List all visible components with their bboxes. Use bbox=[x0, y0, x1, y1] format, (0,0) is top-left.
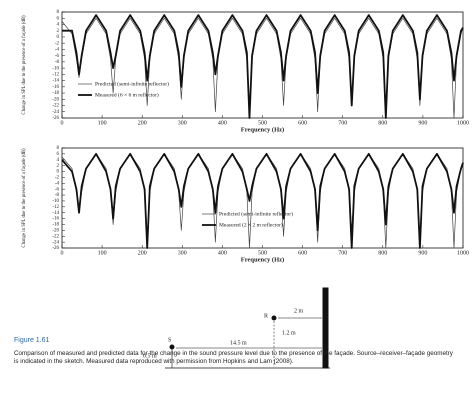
y-tick-label: 2 bbox=[57, 164, 60, 169]
y-tick-label: -16 bbox=[52, 217, 59, 222]
x-axis-label: Frequency (Hz) bbox=[241, 126, 284, 133]
y-tick-label: 2 bbox=[57, 29, 60, 34]
x-tick-label: 1000 bbox=[457, 120, 469, 126]
x-tick-label: 1000 bbox=[457, 250, 469, 256]
x-tick-label: 400 bbox=[218, 250, 227, 256]
data-line bbox=[61, 153, 464, 249]
x-tick-label: 900 bbox=[418, 120, 427, 126]
y-tick-label: -14 bbox=[52, 211, 59, 216]
y-axis-label: Change in SPL due to the presence of a f… bbox=[22, 15, 27, 115]
x-tick-label: 300 bbox=[178, 120, 187, 126]
x-tick-label: 100 bbox=[98, 120, 107, 126]
data-line bbox=[62, 14, 464, 119]
x-tick-label: 100 bbox=[98, 250, 107, 256]
x-axis-label: Frequency (Hz) bbox=[241, 256, 284, 263]
receiver-marker bbox=[271, 315, 277, 321]
y-tick-label: -24 bbox=[52, 240, 59, 245]
y-tick-label: -2 bbox=[55, 176, 60, 181]
dimension-label: 1.2 m bbox=[282, 330, 296, 336]
x-tick-label: 500 bbox=[258, 120, 267, 126]
dimension-label: 0.5 m bbox=[143, 353, 157, 359]
x-tick-label: 700 bbox=[338, 250, 347, 256]
y-tick-label: 6 bbox=[57, 16, 60, 21]
y-tick-label: -18 bbox=[52, 91, 59, 96]
x-tick-label: 600 bbox=[298, 250, 307, 256]
y-tick-label: -4 bbox=[55, 48, 60, 53]
y-tick-label: -8 bbox=[55, 193, 60, 198]
data-line bbox=[61, 152, 464, 249]
y-tick-label: 4 bbox=[57, 158, 60, 163]
y-tick-label: -10 bbox=[52, 199, 59, 204]
y-tick-label: -26 bbox=[52, 246, 59, 251]
legend-label: Measured (6 × 6 m reflector) bbox=[95, 91, 159, 98]
source-marker bbox=[169, 344, 175, 350]
y-tick-label: -2 bbox=[55, 41, 60, 46]
y-tick-label: -26 bbox=[52, 116, 59, 121]
y-tick-label: -24 bbox=[52, 110, 59, 115]
wall bbox=[322, 287, 329, 369]
sketch bbox=[165, 287, 330, 369]
x-tick-label: 600 bbox=[298, 120, 307, 126]
dimension-label: 2 m bbox=[294, 308, 304, 314]
y-tick-label: -12 bbox=[52, 205, 59, 210]
receiver-label: R bbox=[264, 313, 268, 319]
legend-label: Measured (2 × 2 m reflector) bbox=[219, 221, 283, 228]
y-tick-label: -20 bbox=[52, 228, 59, 233]
y-tick-label: -6 bbox=[55, 54, 60, 59]
x-tick-label: 0 bbox=[61, 120, 64, 126]
x-tick-label: 300 bbox=[178, 250, 187, 256]
y-tick-label: -12 bbox=[52, 72, 59, 77]
y-tick-label: -6 bbox=[55, 187, 60, 192]
data-line bbox=[61, 17, 464, 119]
y-tick-label: 8 bbox=[57, 10, 60, 15]
x-tick-label: 200 bbox=[138, 250, 147, 256]
x-tick-label: 700 bbox=[338, 120, 347, 126]
legend-label: Predicted (semi-infinite reflector) bbox=[95, 80, 169, 87]
plot-frame bbox=[61, 147, 464, 249]
y-tick-label: 0 bbox=[57, 170, 60, 175]
x-tick-label: 800 bbox=[378, 120, 387, 126]
y-tick-label: -14 bbox=[52, 79, 59, 84]
y-tick-label: 4 bbox=[57, 23, 60, 28]
y-tick-label: -16 bbox=[52, 85, 59, 90]
y-tick-label: 8 bbox=[57, 146, 60, 151]
y-tick-label: 0 bbox=[57, 35, 60, 40]
x-tick-label: 200 bbox=[138, 120, 147, 126]
figure-label: Figure 1.61 bbox=[14, 337, 50, 344]
y-tick-label: -4 bbox=[55, 181, 60, 186]
source-label: S bbox=[168, 337, 171, 343]
x-tick-label: 800 bbox=[378, 250, 387, 256]
y-tick-label: -10 bbox=[52, 66, 59, 71]
y-tick-label: -20 bbox=[52, 97, 59, 102]
x-tick-label: 400 bbox=[218, 120, 227, 126]
y-tick-label: -22 bbox=[52, 104, 59, 109]
figure-caption: Comparison of measured and predicted dat… bbox=[14, 350, 453, 365]
y-tick-label: -18 bbox=[52, 223, 59, 228]
y-axis-label: Change in SPL due to the presence of a f… bbox=[22, 148, 27, 248]
dimension-label: 14.5 m bbox=[230, 340, 247, 346]
y-tick-label: -22 bbox=[52, 234, 59, 239]
x-tick-label: 0 bbox=[61, 250, 64, 256]
x-tick-label: 900 bbox=[418, 250, 427, 256]
y-tick-label: -8 bbox=[55, 60, 60, 65]
x-tick-label: 500 bbox=[258, 250, 267, 256]
legend-label: Predicted (semi-infinite reflector) bbox=[219, 210, 293, 217]
y-tick-label: 6 bbox=[57, 152, 60, 157]
